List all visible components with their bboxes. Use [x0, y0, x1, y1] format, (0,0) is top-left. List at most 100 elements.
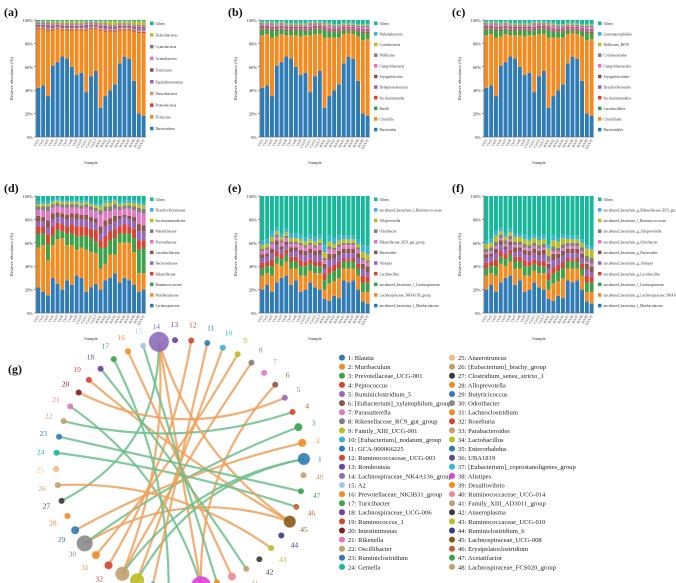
bar-segment [122, 208, 127, 215]
bar-segment [117, 29, 122, 31]
network-legend-label: 18: Lachnospiraceae_UCG-006 [348, 510, 432, 517]
bar-segment [55, 283, 60, 313]
network-node-number: 28 [49, 519, 57, 528]
network-node [60, 418, 67, 425]
bar-segment [98, 196, 103, 205]
bar-segment [493, 29, 498, 31]
y-tick-label: 20% [25, 112, 34, 117]
bar-segment [136, 27, 141, 29]
panel-letter: (b) [228, 5, 243, 19]
network-legend-name: Lactobacillus [468, 437, 504, 444]
network-legend-name: Anaerotruncus [468, 355, 507, 362]
bar-segment [74, 275, 79, 313]
legend-swatch [598, 32, 602, 36]
bar-segment [298, 291, 303, 313]
bar-segment [336, 20, 341, 24]
network-legend-id: 46 [458, 546, 465, 553]
bar-segment [141, 247, 146, 274]
bar-segment [98, 20, 103, 22]
bar-segment [79, 277, 84, 313]
bar-segment [584, 269, 589, 276]
bar-segment [580, 25, 585, 28]
bar-segment [503, 196, 508, 234]
bar-segment [141, 28, 146, 31]
bar-segment [537, 240, 541, 246]
legend-label: Epsilonbacteraeota [156, 80, 184, 84]
bar-segment [122, 28, 127, 30]
bar-segment [103, 203, 108, 207]
bar-segment [303, 261, 308, 267]
x-tick-label: Ctrl10 [75, 138, 83, 148]
bar-segment [269, 30, 274, 38]
legend-swatch [598, 197, 602, 201]
bar-segment [84, 23, 89, 25]
bar-segment [317, 20, 322, 22]
bar-segment [537, 29, 541, 35]
bar-segment [45, 220, 50, 228]
bar-segment [41, 245, 46, 292]
bar-segment [327, 248, 332, 254]
bar-segment [36, 287, 41, 313]
chart-panel-1: (a)0%20%40%60%80%100%Relative abundance … [4, 5, 183, 165]
bar-segment [269, 29, 274, 31]
bar-segment [317, 70, 322, 137]
bar-segment [308, 20, 313, 22]
bar-segment [308, 196, 313, 235]
bar-segment [332, 271, 337, 281]
network-legend-dot [449, 500, 455, 507]
bar-segment [50, 213, 55, 220]
bar-segment [570, 196, 575, 236]
bar-segment [79, 23, 84, 25]
y-tick-label: 0% [251, 135, 257, 140]
bar-segment [136, 28, 141, 31]
bar-segment [336, 240, 341, 245]
bar-segment [112, 273, 117, 313]
legend-label: Ruminococcaceae [156, 283, 183, 287]
bar-segment [522, 22, 527, 24]
legend-label: Campylobacterales [604, 64, 632, 68]
legend-swatch [598, 282, 602, 287]
bar-segment [341, 27, 346, 29]
bar-segment [513, 284, 518, 313]
bar-segment [284, 24, 289, 26]
bar-segment [527, 250, 532, 256]
bar-segment [289, 243, 294, 248]
bar-segment [575, 59, 580, 137]
bar-segment [489, 239, 494, 243]
bar-segment [274, 27, 279, 29]
network-legend-label: 24: Gemella [348, 564, 380, 571]
bar-segment [65, 204, 70, 208]
x-tick-label: Ctrl6 [57, 314, 64, 323]
bar-segment [308, 239, 313, 243]
legend-label: Clostridiales [604, 118, 623, 122]
legend-label: Firmicutes [156, 115, 172, 119]
bar-segment [556, 25, 561, 28]
bar-segment [546, 289, 551, 299]
bar-segment [112, 30, 117, 32]
x-tick-label: HAS4 [333, 314, 341, 324]
bar-segment [351, 25, 356, 28]
legend-label: uncultured_bacterium_f_Ruminococcaceae [380, 208, 443, 212]
network-legend-label: 2: Muribaculum [348, 364, 392, 371]
bar-segment [265, 266, 270, 274]
bar-segment [522, 291, 527, 313]
bar-segment [289, 28, 294, 30]
bar-segment [269, 21, 274, 23]
legend-swatch [150, 303, 154, 308]
bar-segment [556, 29, 561, 31]
bar-segment [284, 30, 289, 36]
network-legend-label: 29: Butyricicoccus [458, 391, 508, 398]
bar-segment [570, 22, 575, 24]
network-node-number: 48 [316, 473, 324, 482]
bar-segment [346, 261, 351, 269]
bar-segment [260, 20, 265, 22]
bar-segment [575, 25, 580, 28]
bar-segment [65, 207, 70, 215]
network-node [104, 561, 113, 570]
bar-segment [127, 280, 132, 313]
bar-segment [551, 267, 556, 274]
bar-segment [308, 242, 313, 246]
bar-segment [360, 24, 365, 26]
network-node-number: 30 [69, 550, 77, 559]
network-legend-label: 17: Turicibacter [348, 501, 391, 508]
